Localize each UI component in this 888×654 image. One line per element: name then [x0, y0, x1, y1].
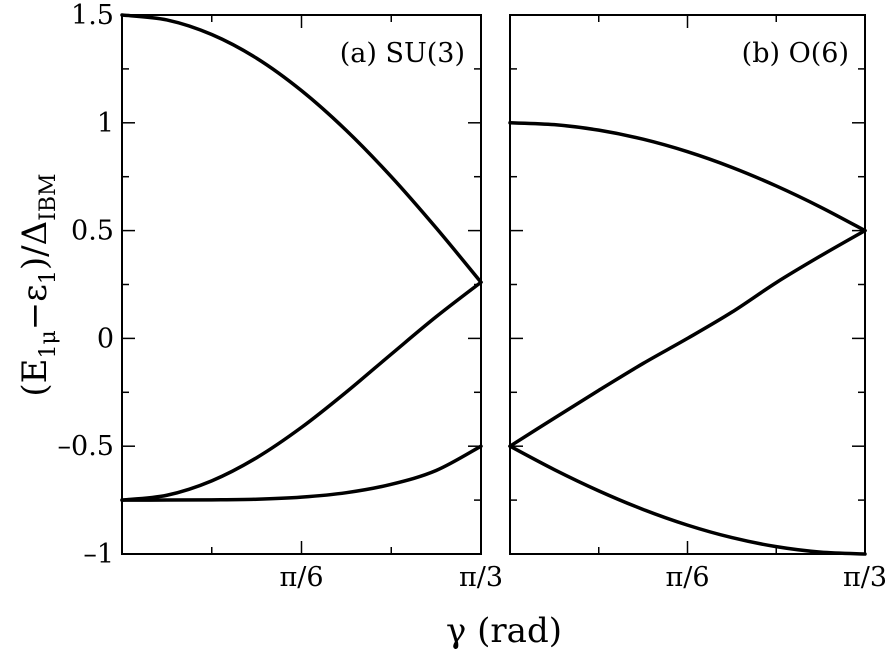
x-axis-title: γ (rad): [446, 611, 562, 651]
y-title-mid: −ε: [15, 284, 55, 330]
panel-b: π/6 π/3 (b) O(6): [508, 14, 887, 593]
x-tick-label: π/3: [459, 562, 503, 593]
series-2-2-line: [508, 228, 867, 448]
y-title-sub2: 1: [36, 270, 61, 284]
x-tick-label: π/3: [843, 562, 887, 593]
x-axis-title-unit: (rad): [466, 611, 562, 651]
series-2-1-line: [508, 121, 867, 233]
y-tick-label: –1: [83, 539, 114, 570]
y-axis-title: (E1μ−ε1)/ΔIBM: [15, 173, 61, 396]
panel-a: π/6 π/3 1.5 1 0.5 0 –0.5 –1 (a) SU(3): [58, 0, 503, 593]
y-title-open: (E: [15, 358, 55, 396]
panel-label: (a): [340, 38, 386, 69]
y-tick-label: 0.5: [71, 216, 114, 247]
series-1-1-line: [120, 13, 483, 284]
y-title-close: )/Δ: [15, 221, 55, 270]
y-tick-label: 1.5: [71, 0, 114, 31]
series-1-2-line: [120, 280, 483, 502]
series-1-3-line: [120, 444, 483, 502]
x-tick-label: π/6: [279, 562, 323, 593]
panel-annotation: (a) SU(3): [340, 38, 465, 69]
y-tick-label: 0: [97, 323, 114, 354]
x-axis-title-symbol: γ: [446, 611, 466, 651]
y-tick-label: –0.5: [58, 431, 114, 462]
y-title-sub3: IBM: [36, 173, 61, 220]
series-2-3-line: [508, 444, 867, 556]
y-title-sub1: 1μ: [36, 330, 61, 358]
panel-model: O(6): [789, 38, 849, 69]
x-tick-label: π/6: [665, 562, 709, 593]
panel-annotation: (b) O(6): [742, 38, 849, 69]
panel-label: (b): [742, 38, 789, 69]
panel-model: SU(3): [386, 38, 466, 69]
y-tick-label: 1: [97, 108, 114, 139]
